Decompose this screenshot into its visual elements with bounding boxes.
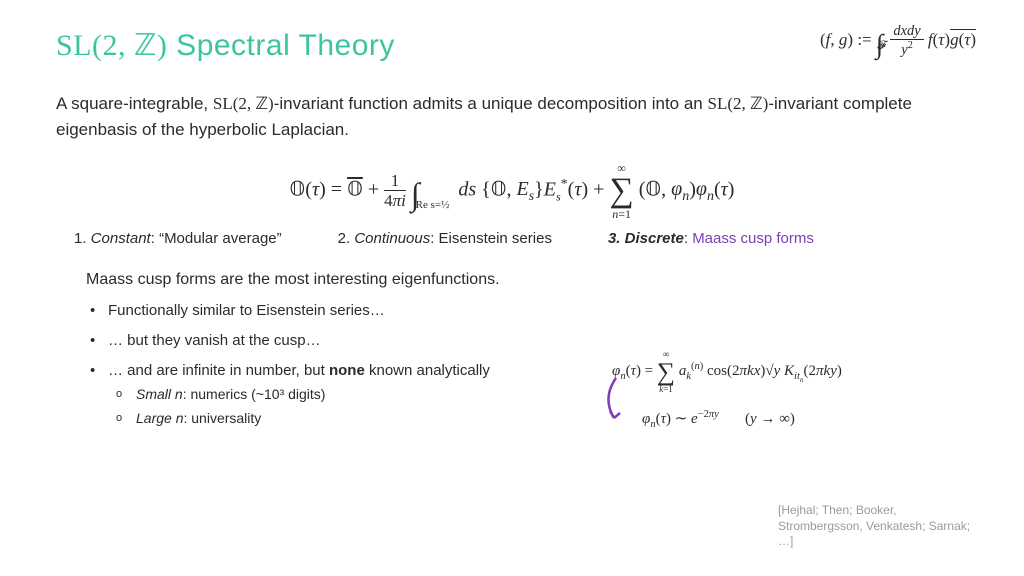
decomposition-parts-row: 1. Constant: “Modular average” 2. Contin… [56,230,968,247]
expansion-line2: φn(τ) ∼ e−2πy (y → ∞) [612,408,982,432]
maass-lead: Maass cusp forms are the most interestin… [86,269,968,291]
part-continuous: 2. Continuous: Eisenstein series [338,230,552,247]
arrow-icon [598,374,628,430]
intro-paragraph: A square-integrable, SL(2, ℤ)-invariant … [56,91,968,144]
inner-product-formula: (f, g) := ∫𝓕 dxdyy2 f(τ)g(τ) [820,24,976,60]
references: [Hejhal; Then; Booker, Strombergsson, Ve… [778,503,978,550]
bullet-item: … but they vanish at the cusp… [108,330,968,351]
bullet-item: Functionally similar to Eisenstein serie… [108,300,968,321]
intro-pre: A square-integrable, [56,94,213,113]
expansion-line1: φn(τ) = ∞∑k=1 ak(n) cos(2πkx)√y Kitn(2πk… [612,350,982,394]
title-math: SL(2, ℤ) [56,29,167,62]
part-discrete: 3. Discrete: Maass cusp forms [608,230,814,247]
part-constant: 1. Constant: “Modular average” [74,230,282,247]
title-rest: Spectral Theory [167,29,395,62]
intro-mid: -invariant function admits a unique deco… [274,94,708,113]
intro-math2: SL(2, ℤ) [707,94,768,113]
main-decomposition-equation: 𝕆(τ) = 𝕆 + 14πi ∫Re s=½ ds {𝕆, Es}Es*(τ)… [56,162,968,220]
intro-math1: SL(2, ℤ) [213,94,274,113]
cusp-form-expansion: φn(τ) = ∞∑k=1 ak(n) cos(2πkx)√y Kitn(2πk… [612,350,982,431]
